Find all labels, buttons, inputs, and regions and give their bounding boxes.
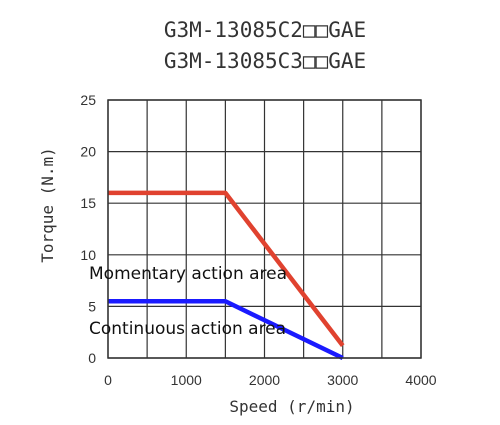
x-tick-label: 3000 <box>327 372 358 388</box>
x-tick-label: 2000 <box>249 372 280 388</box>
chart-title-line-2: G3M-13085C3□□GAE <box>164 49 366 73</box>
plot-frame <box>107 99 422 359</box>
y-axis-label: Torque (N.m) <box>38 147 57 263</box>
y-tick-label: 0 <box>88 350 96 366</box>
x-tick-label: 1000 <box>171 372 202 388</box>
continuous-torque-line <box>108 298 344 361</box>
y-tick-label: 20 <box>80 144 96 160</box>
continuous-area-label: Continuous action area <box>89 319 286 339</box>
x-tick-label: 4000 <box>405 372 436 388</box>
y-tick-label: 15 <box>80 195 96 211</box>
y-tick-labels: 0 5 10 15 20 25 <box>80 92 96 366</box>
y-tick-label: 5 <box>88 298 96 314</box>
x-tick-label: 0 <box>104 372 112 388</box>
momentary-torque-line <box>108 190 345 347</box>
series-lines <box>108 190 345 361</box>
x-axis-label: Speed (r/min) <box>229 397 354 416</box>
grid-lines <box>107 99 422 359</box>
x-tick-labels: 0 1000 2000 3000 4000 <box>104 372 437 388</box>
y-tick-label: 10 <box>80 247 96 263</box>
momentary-area-label: Momentary action area <box>89 264 287 284</box>
chart-title-line-1: G3M-13085C2□□GAE <box>164 18 366 42</box>
y-tick-label: 25 <box>80 92 96 108</box>
